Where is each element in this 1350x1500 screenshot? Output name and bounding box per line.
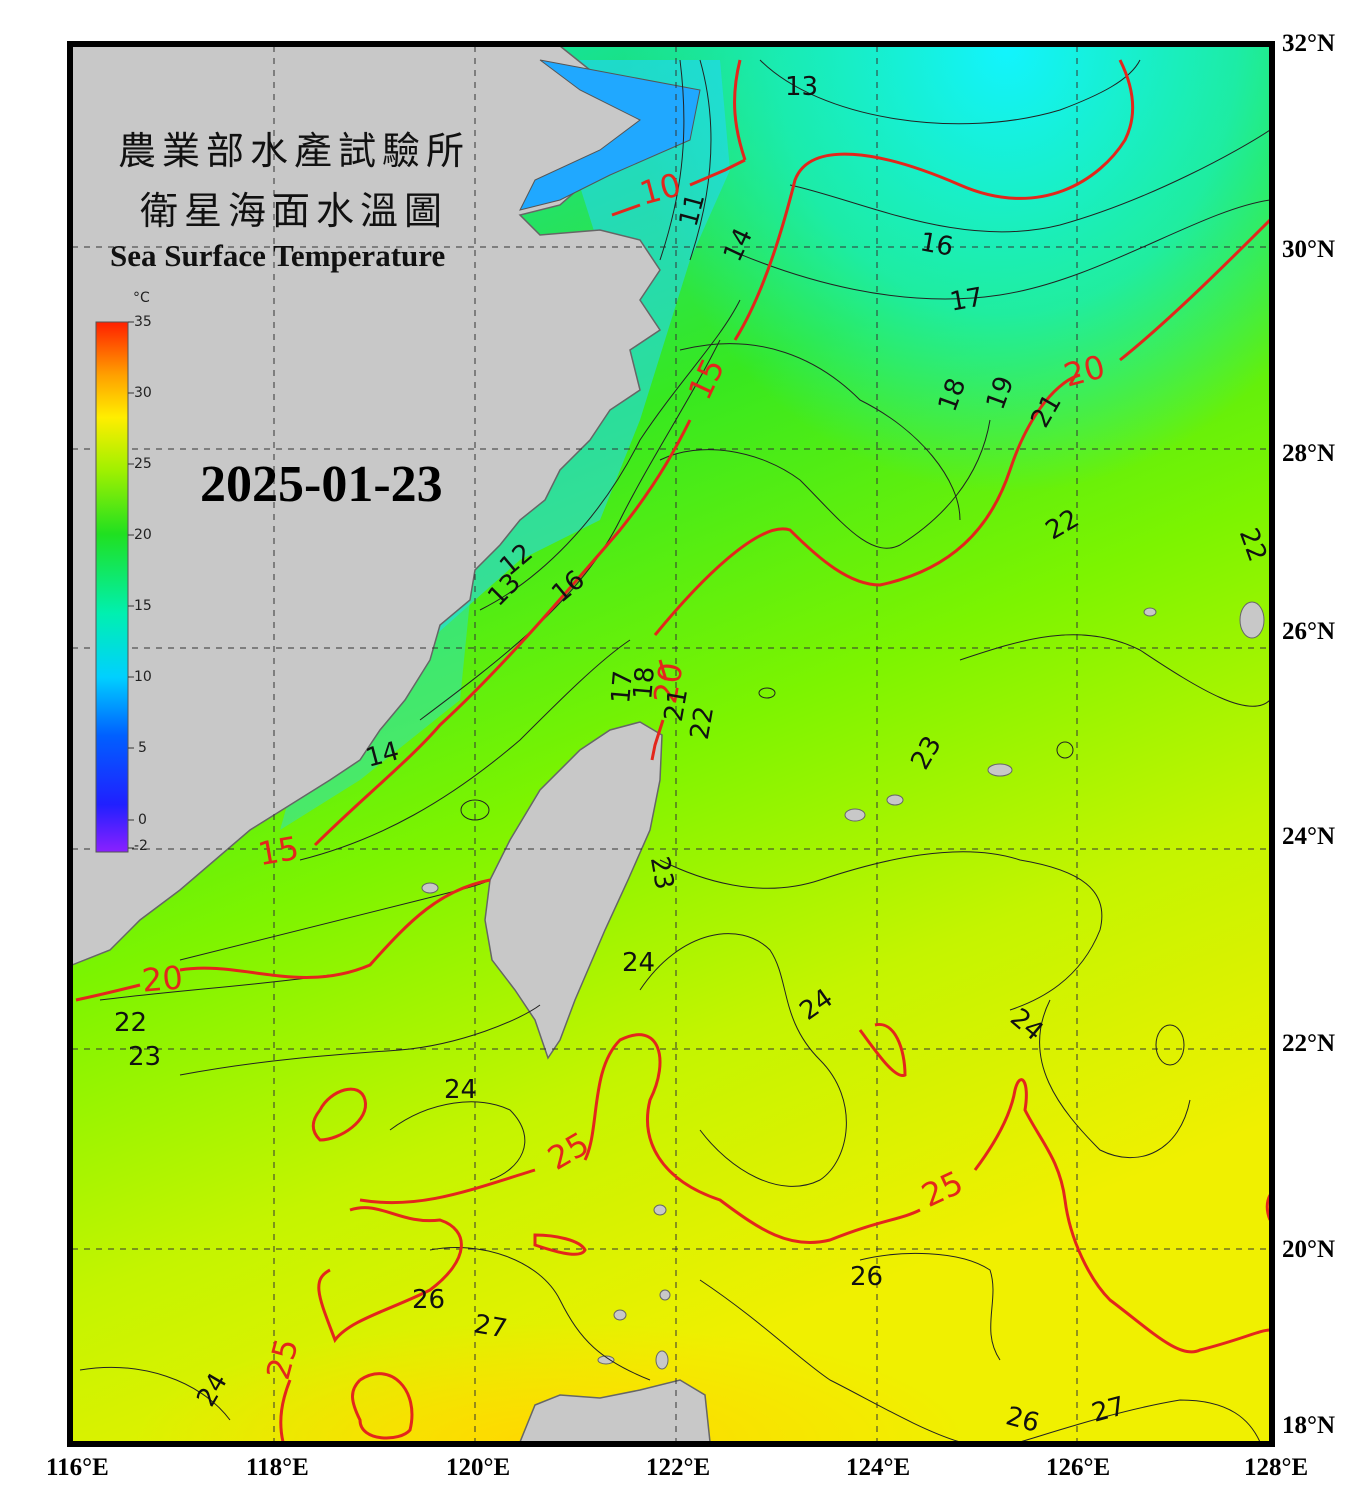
lon-label: 128°E xyxy=(1244,1454,1309,1481)
isotherm-label: 24 xyxy=(622,948,656,978)
lat-label: 24°N xyxy=(1282,823,1336,850)
colorbar-tick: 25 xyxy=(134,456,152,472)
isotherm-label-major: 20 xyxy=(140,958,185,1000)
lat-label: 30°N xyxy=(1282,236,1336,263)
isotherm-label: 17 xyxy=(947,282,986,318)
isotherm-label: 23 xyxy=(128,1042,162,1072)
map-date: 2025-01-23 xyxy=(200,456,443,513)
lat-label: 32°N xyxy=(1282,30,1336,57)
lon-label: 122°E xyxy=(646,1454,711,1481)
isotherm-label: 16 xyxy=(917,227,956,263)
yangtze-estuary xyxy=(519,59,701,211)
colorbar-unit: °C xyxy=(133,290,150,306)
isotherm-label: 23 xyxy=(643,854,680,892)
map-frame xyxy=(67,41,1275,1447)
taiwan-island xyxy=(484,721,663,1060)
lon-label: 126°E xyxy=(1046,1454,1111,1481)
lon-label: 118°E xyxy=(246,1454,309,1481)
isotherm-label: 13 xyxy=(785,72,819,102)
major-isotherms xyxy=(75,59,1270,1442)
isotherm-label: 27 xyxy=(471,1309,510,1345)
colorbar-tick: -2 xyxy=(134,838,148,854)
lat-label: 26°N xyxy=(1282,618,1336,645)
title-english: Sea Surface Temperature xyxy=(110,238,446,273)
colorbar-tick: 30 xyxy=(134,385,152,401)
colorbar-tick: 0 xyxy=(138,812,147,828)
minor-isotherms xyxy=(79,59,1270,1442)
title-line2: 衛星海面水溫圖 xyxy=(140,189,449,233)
isotherm-label: 26 xyxy=(850,1262,884,1292)
graticule xyxy=(72,46,1270,1442)
isotherm-label: 22 xyxy=(114,1008,148,1038)
colorbar-ticks xyxy=(128,321,134,849)
islands xyxy=(421,601,1265,1370)
lat-label: 22°N xyxy=(1282,1030,1336,1057)
isotherm-label: 26 xyxy=(412,1285,446,1315)
colorbar xyxy=(95,321,129,853)
lat-label: 18°N xyxy=(1282,1412,1336,1439)
lat-label: 20°N xyxy=(1282,1236,1336,1263)
isotherm-label-major: 15 xyxy=(255,828,302,874)
lon-label: 116°E xyxy=(46,1454,109,1481)
lat-label: 28°N xyxy=(1282,440,1336,467)
isotherm-label: 22 xyxy=(684,704,721,742)
luzon-island xyxy=(519,1379,711,1442)
lon-label: 120°E xyxy=(446,1454,511,1481)
colorbar-tick: 20 xyxy=(134,527,152,543)
isotherm-label: 18 xyxy=(628,665,661,701)
title-line1: 農業部水產試驗所 xyxy=(118,129,471,173)
colorbar-tick: 5 xyxy=(138,740,147,756)
colorbar-tick: 10 xyxy=(134,669,152,685)
colorbar-tick: 15 xyxy=(134,598,152,614)
isotherm-label: 24 xyxy=(444,1075,478,1105)
colorbar-tick: 35 xyxy=(134,314,152,330)
lon-label: 124°E xyxy=(846,1454,911,1481)
